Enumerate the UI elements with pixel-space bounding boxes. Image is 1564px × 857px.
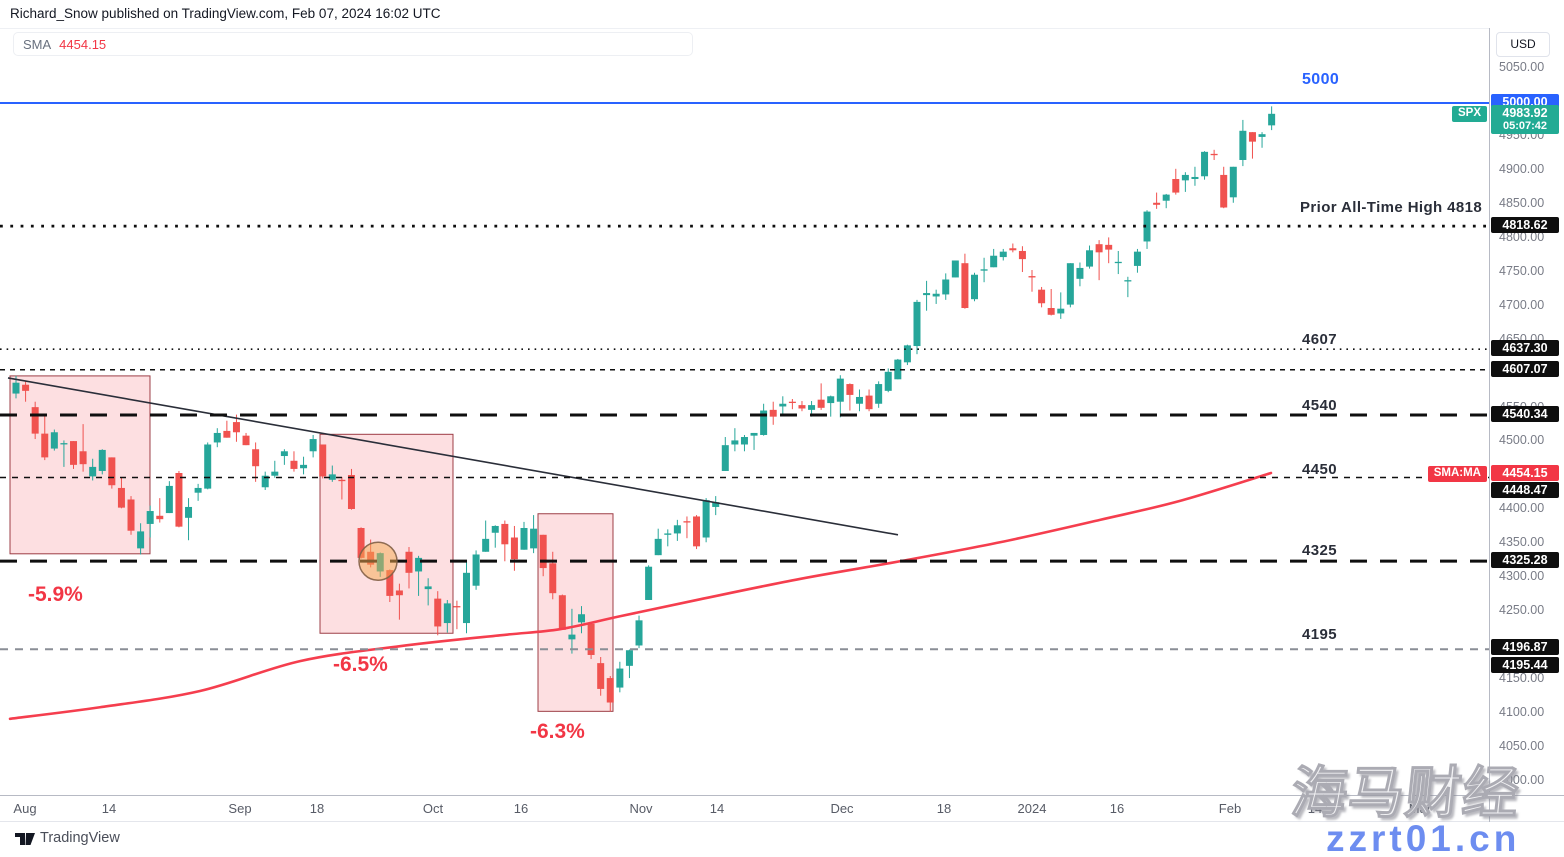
- price-badge-4983.92: 4983.92 05:07:42: [1491, 104, 1559, 134]
- time-tick: 2024: [1017, 801, 1047, 816]
- sma-line[interactable]: [8, 471, 1273, 721]
- time-tick: 14: [1307, 801, 1323, 816]
- price-badge-4325.28: 4325.28: [1491, 552, 1559, 569]
- price-badge-4195.44: 4195.44: [1491, 657, 1559, 674]
- price-badge-4818.62: 4818.62: [1491, 217, 1559, 234]
- level-label: 4325: [1302, 542, 1337, 559]
- time-axis[interactable]: Aug 14 Sep 18 Oct 16 Nov 14 Dec 18 2024 16 Feb 14 Mar: [0, 795, 1564, 822]
- decline-box: [319, 433, 454, 634]
- highlight-circle[interactable]: [358, 541, 398, 582]
- horizontal-levels: [0, 101, 1489, 651]
- time-tick: Nov: [629, 801, 653, 816]
- indicator-value: 4454.15: [59, 36, 107, 52]
- time-tick: 18: [936, 801, 952, 816]
- price-tick: 4800.00: [1499, 229, 1545, 244]
- time-tick: Sep: [228, 801, 252, 816]
- axis-tag-SPX: SPX: [1451, 105, 1487, 122]
- indicator-legend[interactable]: SMA 4454.15: [13, 32, 693, 56]
- price-tick: 4500.00: [1499, 433, 1545, 448]
- time-tick: 14: [101, 801, 117, 816]
- chart-pane[interactable]: SMA 4454.15 5000 Prior All-Time High 4818…: [0, 28, 1489, 795]
- tradingview-logo[interactable]: [14, 832, 36, 846]
- candlestick-chart[interactable]: [0, 29, 1489, 796]
- decline-percent-label: -5.9%: [28, 583, 83, 606]
- price-tick: 4850.00: [1499, 195, 1545, 210]
- level-label: 4607: [1302, 331, 1337, 348]
- publish-info-text: Richard_Snow published on TradingView.co…: [10, 6, 441, 21]
- level-label: 4450: [1302, 461, 1337, 478]
- axis-separator: [1489, 796, 1490, 822]
- price-tick: 4100.00: [1499, 705, 1545, 720]
- price-axis[interactable]: USD 5050.005000.004950.004900.004850.004…: [1489, 28, 1564, 795]
- price-tick: 4250.00: [1499, 603, 1545, 618]
- axis-tag-SMA:MA: SMA:MA: [1427, 465, 1487, 482]
- time-tick: Feb: [1218, 801, 1242, 816]
- price-tick: 4700.00: [1499, 297, 1545, 312]
- price-tick: 5050.00: [1499, 60, 1545, 74]
- decline-percent-label: -6.3%: [530, 720, 585, 743]
- price-tick: 4050.00: [1499, 739, 1545, 753]
- time-tick: 18: [309, 801, 325, 816]
- trendline[interactable]: [7, 377, 899, 536]
- price-tick: 4000.00: [1499, 772, 1545, 787]
- time-tick: Aug: [13, 801, 37, 816]
- price-tick: 4400.00: [1499, 501, 1545, 516]
- decline-percent-label: -6.5%: [333, 653, 388, 676]
- price-badge-4637.30: 4637.30: [1491, 340, 1559, 357]
- price-tick: 4150.00: [1499, 671, 1545, 686]
- decline-box: [9, 375, 151, 555]
- price-tick: 4350.00: [1499, 535, 1545, 550]
- time-tick: Oct: [422, 801, 444, 816]
- currency-button[interactable]: USD: [1496, 32, 1550, 57]
- time-tick: 14: [709, 801, 725, 816]
- candles-layer: [12, 106, 1276, 712]
- footer-bar: TradingView: [0, 822, 1564, 857]
- countdown-timer: 05:07:42: [1502, 119, 1548, 132]
- price-badge-4540.34: 4540.34: [1491, 406, 1559, 423]
- price-badge-4196.87: 4196.87: [1491, 639, 1559, 656]
- watermark-url: zzrt01.cn: [1326, 818, 1521, 857]
- indicator-name: SMA: [23, 36, 52, 52]
- price-badge-4454.15: 4454.15: [1491, 464, 1559, 481]
- price-tick: 4300.00: [1499, 569, 1545, 584]
- watermark-cjk: 海马财经: [1288, 760, 1524, 824]
- decline-boxes: [9, 375, 614, 712]
- tradingview-brand-text[interactable]: TradingView: [40, 830, 120, 846]
- publish-info-bar: Richard_Snow published on TradingView.co…: [0, 0, 1564, 28]
- time-tick: Dec: [830, 801, 854, 816]
- price-tick: 4900.00: [1499, 161, 1545, 176]
- time-tick: Mar: [1408, 801, 1432, 816]
- level-label: 4540: [1302, 397, 1337, 414]
- level-label: Prior All-Time High 4818: [1300, 199, 1483, 216]
- time-tick: 16: [513, 801, 529, 816]
- price-badge-4607.07: 4607.07: [1491, 360, 1559, 377]
- time-tick: 16: [1109, 801, 1125, 816]
- level-label: 4195: [1302, 626, 1337, 643]
- price-badge-4448.47: 4448.47: [1491, 482, 1559, 499]
- level-label: 5000: [1302, 71, 1340, 88]
- price-tick: 4750.00: [1499, 263, 1545, 278]
